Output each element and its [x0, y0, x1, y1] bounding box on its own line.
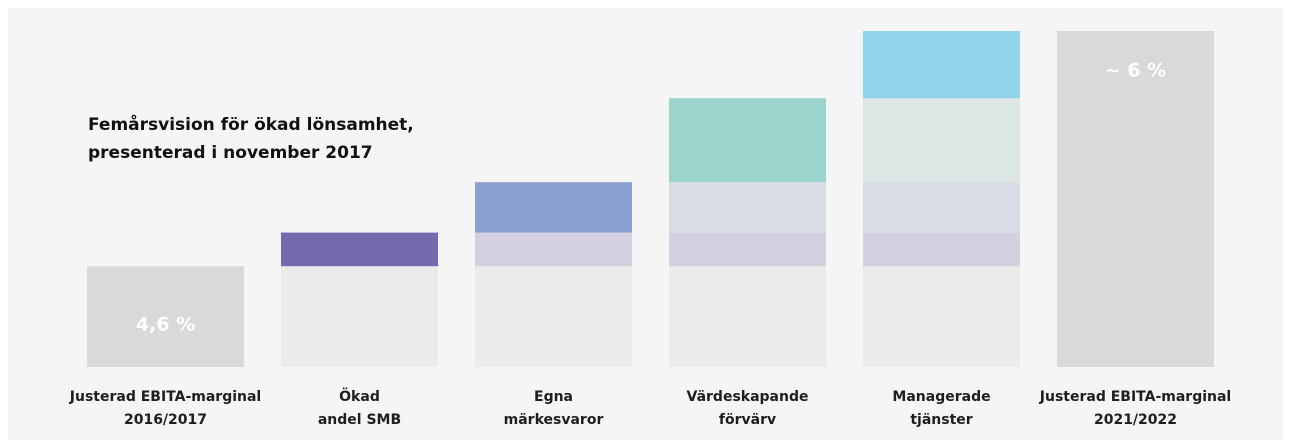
ghost-segment: [475, 232, 632, 267]
base-ghost: [475, 266, 632, 367]
base-ghost: [863, 266, 1020, 367]
base-ghost: [281, 266, 438, 367]
x-tick-label: Värdeskapande: [687, 389, 809, 405]
ghost-segment: [863, 98, 1020, 183]
x-tick-label: Managerade: [892, 389, 990, 405]
x-tick-label: förvärv: [719, 412, 776, 428]
value-label: 4,6 %: [136, 314, 195, 336]
total-bar: [87, 266, 244, 367]
x-tick-label: 2016/2017: [124, 412, 207, 428]
x-tick-label: Justerad EBITA-marginal: [1039, 389, 1231, 405]
x-tick-label: märkesvaror: [504, 412, 604, 428]
ghost-segment: [863, 182, 1020, 233]
x-tick-label: andel SMB: [318, 412, 401, 428]
x-tick-label: Justerad EBITA-marginal: [69, 389, 261, 405]
ghost-segment: [863, 232, 1020, 267]
delta-bar: [281, 232, 438, 267]
total-bar: [1057, 31, 1214, 367]
delta-bar: [669, 98, 826, 183]
chart-title: Femårsvision för ökad lönsamhet,: [88, 113, 414, 135]
x-tick-label: Egna: [534, 389, 573, 405]
delta-bar: [475, 182, 632, 233]
x-tick-label: tjänster: [910, 412, 972, 428]
ghost-segment: [669, 232, 826, 267]
value-label: ~ 6 %: [1105, 60, 1166, 82]
delta-bar: [863, 31, 1020, 99]
chart-title: presenterad i november 2017: [88, 143, 373, 163]
x-tick-label: Ökad: [339, 387, 380, 405]
x-tick-label: 2021/2022: [1094, 412, 1177, 428]
ghost-segment: [669, 182, 826, 233]
base-ghost: [669, 266, 826, 367]
